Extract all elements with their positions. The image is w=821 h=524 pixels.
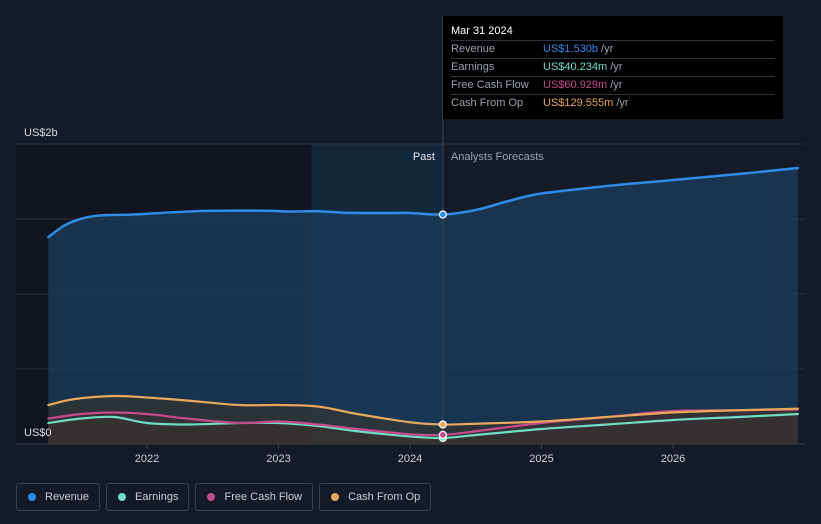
tooltip-row-revenue: Revenue US$1.530b /yr — [451, 40, 775, 58]
legend-item-free-cash-flow[interactable]: Free Cash Flow — [195, 483, 314, 511]
tooltip-unit: /yr — [610, 61, 623, 73]
y-axis-top-label: US$2b — [24, 127, 58, 139]
legend-dot-icon — [331, 493, 340, 501]
forecast-label: Analysts Forecasts — [451, 151, 544, 163]
series-area-cash-from-op — [48, 395, 798, 444]
legend-label: Free Cash Flow — [224, 491, 303, 503]
tooltip-row-free-cash-flow: Free Cash Flow US$60.929m /yr — [451, 76, 775, 94]
tooltip-label: Revenue — [451, 43, 496, 55]
tooltip-label: Cash From Op — [451, 97, 524, 109]
series-areas — [48, 168, 798, 444]
legend-dot-icon — [118, 493, 127, 501]
series-line-revenue — [47, 166, 800, 239]
tooltip-unit: /yr — [616, 97, 629, 109]
tooltip-value: US$40.234m — [543, 61, 608, 73]
series-line-cash-from-op — [47, 394, 800, 426]
x-tick-label: 2023 — [266, 453, 290, 465]
marker-cash-from-op — [438, 420, 447, 429]
x-axis-ticks: 2022 2023 2024 2025 2026 — [135, 444, 685, 465]
legend-item-revenue[interactable]: Revenue — [16, 483, 101, 511]
tooltip-value: US$1.530b — [543, 43, 599, 55]
data-tooltip: Mar 31 2024 Revenue US$1.530b /yr Earnin… — [443, 16, 783, 119]
x-tick-label: 2022 — [135, 453, 159, 465]
legend-item-cash-from-op[interactable]: Cash From Op — [319, 483, 432, 511]
marker-free-cash-flow — [438, 430, 447, 439]
legend-label: Earnings — [135, 491, 179, 503]
x-tick-label: 2025 — [529, 453, 553, 465]
tooltip-row-earnings: Earnings US$40.234m /yr — [451, 58, 775, 76]
chart-legend: Revenue Earnings Free Cash Flow Cash Fro… — [16, 483, 432, 511]
tooltip-date: Mar 31 2024 — [451, 25, 513, 37]
past-label: Past — [413, 151, 435, 163]
legend-label: Revenue — [45, 491, 90, 503]
series-area-revenue — [48, 168, 798, 444]
tooltip-value: US$60.929m — [543, 79, 608, 91]
legend-dot-icon — [28, 493, 36, 501]
tooltip-row-cash-from-op: Cash From Op US$129.555m /yr — [451, 94, 775, 112]
tooltip-label: Free Cash Flow — [451, 79, 529, 91]
series-markers — [438, 210, 447, 443]
tooltip-value: US$129.555m — [543, 97, 614, 109]
tooltip-unit: /yr — [601, 43, 614, 55]
y-axis-bottom-label: US$0 — [24, 427, 52, 439]
legend-label: Cash From Op — [348, 491, 421, 503]
marker-revenue — [438, 210, 447, 219]
legend-item-earnings[interactable]: Earnings — [106, 483, 190, 511]
tooltip-unit: /yr — [610, 79, 623, 91]
series-line-earnings — [47, 412, 800, 440]
series-lines — [47, 166, 800, 440]
tooltip-label: Earnings — [451, 61, 495, 73]
legend-dot-icon — [207, 493, 216, 501]
x-tick-label: 2026 — [661, 453, 685, 465]
x-tick-label: 2024 — [398, 453, 422, 465]
